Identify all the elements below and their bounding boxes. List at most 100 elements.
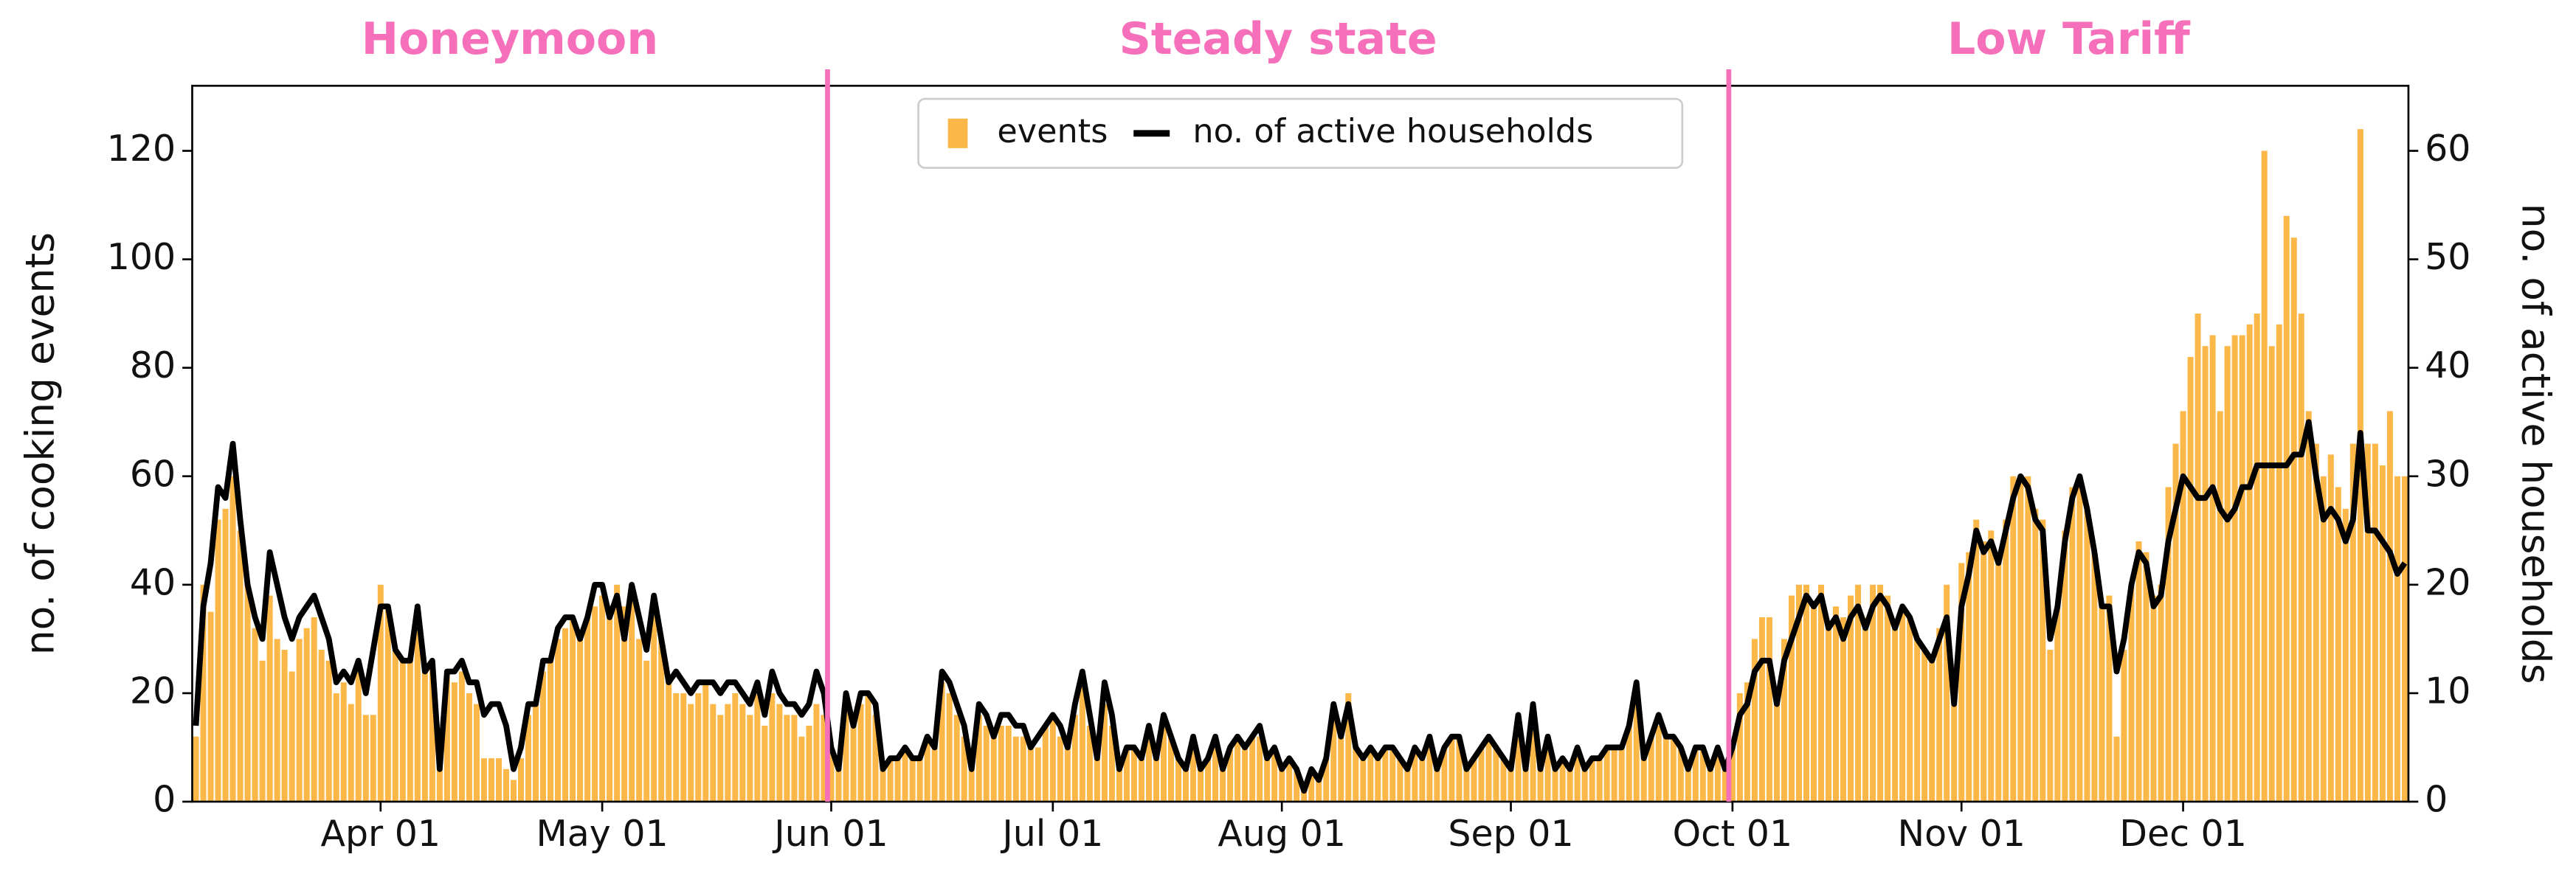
bar (1870, 584, 1876, 802)
y-tick-label: 100 (107, 236, 176, 278)
bar (769, 693, 776, 802)
bar (399, 660, 406, 802)
bar (1552, 768, 1558, 802)
bar (673, 693, 680, 802)
bar (495, 758, 502, 802)
bar (318, 650, 325, 802)
x-tick-label: Oct 01 (1673, 813, 1793, 855)
bar (732, 693, 739, 802)
bar (1788, 595, 1795, 802)
legend-swatch (947, 118, 968, 148)
bar (2032, 508, 2039, 802)
bar (1167, 736, 1175, 802)
bar (621, 606, 628, 802)
bar (2158, 584, 2164, 802)
bar (2113, 736, 2120, 802)
bar (1729, 747, 1736, 802)
bar (252, 628, 258, 802)
bar (2268, 346, 2275, 802)
bar (200, 584, 207, 802)
bar (237, 530, 244, 802)
bar (2069, 487, 2076, 802)
y-tick-label: 80 (130, 344, 176, 386)
bar (2298, 313, 2304, 802)
x-tick-label: Jul 01 (1000, 813, 1103, 855)
bar (2305, 411, 2312, 802)
y2-tick-label: 0 (2425, 778, 2448, 820)
bar (480, 758, 487, 802)
bar (821, 715, 827, 802)
bar (1330, 704, 1337, 802)
bar (1138, 758, 1144, 802)
bar (850, 726, 857, 802)
bar (2246, 324, 2253, 802)
bar (555, 639, 562, 802)
bar (1988, 530, 1995, 802)
bar (1840, 617, 1847, 802)
bar (1670, 736, 1677, 802)
bar (1589, 758, 1595, 802)
bar (1973, 519, 1980, 802)
bar (1071, 715, 1078, 802)
bar (1353, 747, 1359, 802)
bar (614, 584, 621, 802)
bar (348, 704, 354, 802)
bar (1559, 758, 1566, 802)
bar (1567, 768, 1573, 802)
bar (1308, 768, 1315, 802)
bar (1493, 747, 1499, 802)
bar (193, 736, 199, 802)
bar (1640, 758, 1647, 802)
bar (2209, 335, 2216, 802)
x-tick-label: Aug 01 (1218, 813, 1346, 855)
bar (2327, 454, 2334, 802)
bar (784, 715, 790, 802)
bar (2379, 465, 2386, 802)
bar (1389, 747, 1396, 802)
bar (1005, 726, 1012, 802)
bar (1145, 736, 1152, 802)
bar (2010, 476, 2017, 802)
bar (702, 682, 709, 802)
bar (1116, 768, 1122, 802)
bar (281, 650, 288, 802)
bar (436, 758, 443, 802)
bar (421, 671, 428, 802)
bar (525, 715, 532, 802)
bar (2313, 443, 2319, 802)
bar (924, 736, 930, 802)
bar (2283, 215, 2290, 802)
bar (1020, 736, 1026, 802)
bar (392, 650, 398, 802)
bar (2025, 476, 2031, 802)
bar (362, 715, 369, 802)
bar (1012, 736, 1019, 802)
bar (207, 611, 214, 802)
bar (1294, 768, 1300, 802)
bar (1781, 639, 1787, 802)
bar (1530, 704, 1536, 802)
bar (2017, 476, 2024, 802)
bar (1471, 758, 1477, 802)
bar (1581, 768, 1588, 802)
bar (813, 704, 820, 802)
bar (1699, 747, 1706, 802)
bar (414, 628, 421, 802)
bar (592, 606, 598, 802)
bar (961, 736, 967, 802)
y2-tick-label: 60 (2425, 128, 2470, 170)
bar (1249, 736, 1256, 802)
bar (1323, 758, 1330, 802)
phase-label: Steady state (1119, 13, 1437, 65)
plot-frame (191, 84, 2410, 803)
bar (1108, 726, 1115, 802)
bar (1633, 693, 1640, 802)
bar (2195, 313, 2201, 802)
bar (2135, 541, 2142, 802)
bar (577, 639, 584, 802)
bar (2187, 356, 2194, 802)
bar (488, 758, 494, 802)
x-tick-label: Dec 01 (2119, 813, 2247, 855)
bar (776, 704, 783, 802)
legend-label: events (997, 113, 1108, 150)
